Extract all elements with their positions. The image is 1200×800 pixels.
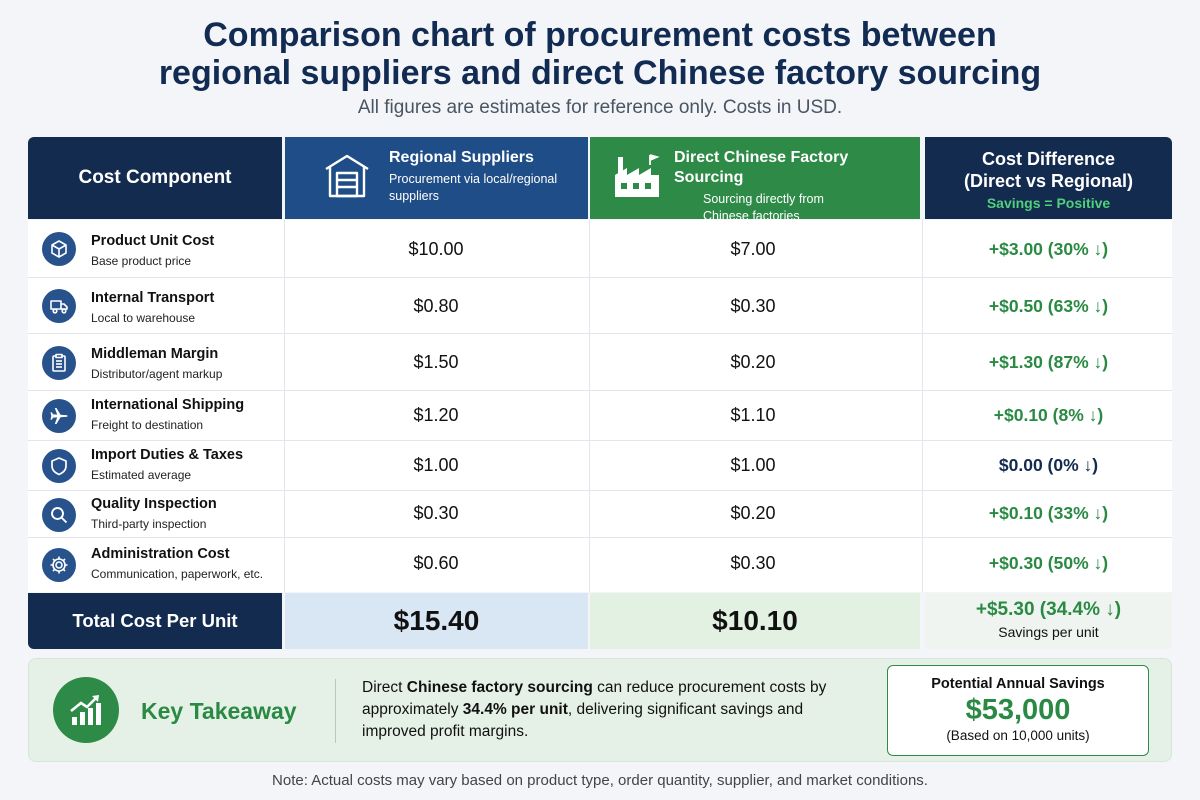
direct-value: $1.00 [730, 455, 776, 475]
header-direct-sourcing: Direct Chinese Factory Sourcing Sourcing… [590, 137, 920, 223]
difference-value: +$0.50 (63% ↓) [988, 296, 1109, 316]
total-regional: $15.40 [285, 593, 588, 649]
takeaway-text-1: Direct [362, 679, 407, 696]
direct-value: $0.30 [730, 553, 776, 573]
takeaway-text-4: 34.4% per unit [462, 701, 568, 718]
annual-savings-box: Potential Annual Savings $53,000 (Based … [887, 665, 1149, 756]
shield-icon [42, 449, 76, 483]
difference-value: +$3.00 (30% ↓) [988, 239, 1109, 259]
regional-sub-2: suppliers [389, 189, 440, 203]
cost-table-body: Product Unit Cost Base product price $10… [28, 220, 1172, 592]
row-name: Middleman Margin [91, 346, 219, 362]
column-divider [284, 220, 285, 592]
regional-value: $0.80 [413, 296, 459, 316]
difference-value: +$0.10 (33% ↓) [988, 503, 1109, 523]
regional-value: $0.30 [413, 503, 459, 523]
clipboard-icon [42, 346, 76, 380]
row-name: International Shipping [91, 397, 245, 413]
regional-value: $10.00 [408, 239, 464, 259]
row-name: Administration Cost [91, 546, 230, 562]
direct-sub-1: Sourcing directly from [703, 192, 824, 206]
direct-value: $1.10 [730, 405, 776, 425]
column-divider [589, 220, 590, 592]
total-difference: +$5.30 (34.4% ↓) Savings per unit [925, 593, 1172, 649]
title-line-1: Comparison chart of procurement costs be… [203, 16, 997, 54]
total-difference-sub: Savings per unit [998, 624, 1099, 640]
table-row: Administration Cost Communication, paper… [28, 538, 1172, 592]
row-name: Product Unit Cost [91, 233, 215, 249]
takeaway-title: Key Takeaway [141, 698, 297, 724]
takeaway-text-5: , delivering significant savings and imp… [362, 701, 804, 740]
total-difference-value: +$5.30 (34.4% ↓) [975, 599, 1122, 620]
takeaway-divider [335, 679, 336, 743]
takeaway-text-3: can reduce procurement costs by approxim… [362, 679, 827, 718]
column-divider [922, 220, 923, 592]
row-sub: Local to warehouse [91, 311, 196, 325]
title-line-2: regional suppliers and direct Chinese fa… [158, 54, 1042, 92]
annual-savings-sub: (Based on 10,000 units) [946, 728, 1090, 743]
total-direct: $10.10 [590, 593, 920, 649]
total-label: Total Cost Per Unit [28, 593, 282, 649]
difference-line-1: Cost Difference [981, 149, 1116, 169]
row-sub: Estimated average [91, 468, 192, 482]
row-name: Import Duties & Taxes [91, 447, 244, 463]
annual-savings-value: $53,000 [965, 694, 1071, 726]
table-row: International Shipping Freight to destin… [28, 391, 1172, 441]
header-regional-suppliers: Regional Suppliers Procurement via local… [285, 137, 588, 219]
footnote: Note: Actual costs may vary based on pro… [272, 772, 928, 789]
table-row: Middleman Margin Distributor/agent marku… [28, 334, 1172, 391]
difference-value: +$0.10 (8% ↓) [993, 405, 1104, 425]
direct-sub-2: Chinese factories [703, 209, 800, 223]
row-sub: Distributor/agent markup [91, 367, 223, 381]
row-sub: Base product price [91, 254, 192, 268]
factory-icon [612, 151, 662, 206]
regional-value: $1.20 [413, 405, 459, 425]
takeaway-text-2: Chinese factory sourcing [406, 679, 593, 696]
gear-icon [42, 548, 76, 582]
table-row: Product Unit Cost Base product price $10… [28, 220, 1172, 278]
row-name: Quality Inspection [91, 496, 217, 512]
difference-value: +$1.30 (87% ↓) [988, 352, 1109, 372]
row-sub: Communication, paperwork, etc. [91, 567, 264, 581]
header-cost-difference: Cost Difference (Direct vs Regional) Sav… [925, 137, 1172, 219]
regional-value: $1.00 [413, 455, 459, 475]
growth-chart-icon [53, 677, 119, 743]
table-row: Quality Inspection Third-party inspectio… [28, 491, 1172, 538]
direct-value: $7.00 [730, 239, 776, 259]
header-cost-component: Cost Component [28, 137, 282, 219]
direct-value: $0.20 [730, 503, 776, 523]
direct-value: $0.30 [730, 296, 776, 316]
page-title: Comparison chart of procurement costs be… [0, 16, 1200, 92]
warehouse-icon [322, 151, 372, 206]
difference-note: Savings = Positive [986, 195, 1111, 211]
regional-value: $0.60 [413, 553, 459, 573]
row-sub: Freight to destination [91, 418, 204, 432]
magnifier-icon [42, 498, 76, 532]
row-name: Internal Transport [91, 290, 215, 306]
direct-value: $0.20 [730, 352, 776, 372]
difference-line-2: (Direct vs Regional) [963, 171, 1134, 191]
regional-title: Regional Suppliers [389, 149, 534, 166]
difference-value: $0.00 (0% ↓) [998, 455, 1099, 475]
annual-savings-title: Potential Annual Savings [931, 676, 1105, 692]
takeaway-text: Direct Chinese factory sourcing can redu… [362, 677, 832, 743]
difference-value: +$0.30 (50% ↓) [988, 553, 1109, 573]
box-icon [42, 232, 76, 266]
direct-title: Direct Chinese Factory Sourcing [674, 149, 849, 186]
truck-icon [42, 289, 76, 323]
airplane-icon [42, 399, 76, 433]
regional-sub-1: Procurement via local/regional [389, 172, 558, 186]
table-row: Internal Transport Local to warehouse $0… [28, 278, 1172, 334]
row-sub: Third-party inspection [91, 517, 207, 531]
table-row: Import Duties & Taxes Estimated average … [28, 441, 1172, 491]
key-takeaway-panel: Key Takeaway Direct Chinese factory sour… [28, 658, 1172, 762]
regional-value: $1.50 [413, 352, 459, 372]
page-subtitle: All figures are estimates for reference … [357, 97, 843, 118]
